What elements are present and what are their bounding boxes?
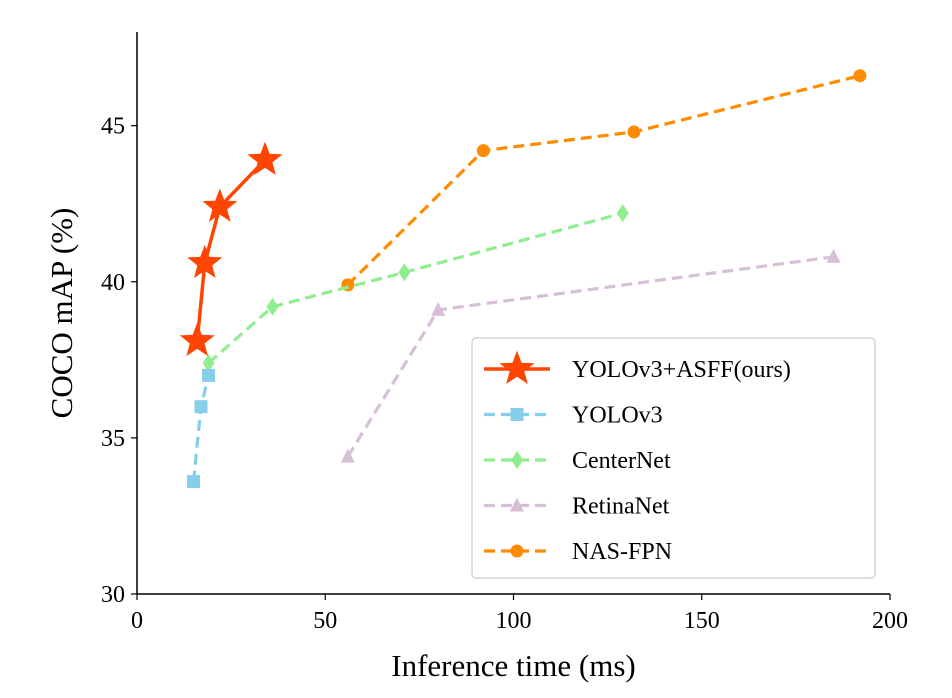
series-nas-fpn	[341, 69, 867, 292]
legend-item: YOLOv3+ASFF(ours)	[484, 350, 791, 384]
series-yolov3	[186, 368, 216, 489]
data-point	[247, 141, 283, 175]
series-yolov3-asff-ours	[179, 141, 283, 357]
series-line	[207, 211, 624, 365]
data-point	[202, 353, 215, 372]
legend-item: YOLOv3	[484, 403, 663, 429]
data-point	[194, 400, 208, 414]
legend-label: CenterNet	[572, 448, 671, 474]
legend-label: NAS-FPN	[572, 539, 672, 565]
legend-box	[471, 337, 876, 579]
data-point	[202, 188, 238, 222]
x-tick-label: 0	[131, 608, 143, 634]
series-centernet	[202, 204, 629, 372]
data-point	[826, 248, 841, 263]
data-point	[431, 301, 446, 316]
data-point	[179, 322, 215, 357]
legend-label: YOLOv3	[572, 403, 663, 429]
data-point	[616, 204, 629, 223]
data-point	[476, 144, 490, 158]
legend: YOLOv3+ASFF(ours) YOLOv3 CenterNet RetinaNe…	[471, 337, 876, 579]
legend-label: RetinaNet	[572, 494, 670, 520]
legend-marker	[511, 451, 523, 469]
x-tick-label: 150	[684, 608, 720, 634]
legend-marker	[510, 497, 524, 512]
series-line	[195, 158, 267, 342]
data-point	[186, 475, 200, 489]
data-point	[398, 263, 411, 282]
legend-marker	[510, 408, 524, 421]
legend-item: CenterNet	[484, 448, 671, 474]
series-line	[346, 74, 861, 287]
legend-item: NAS-FPN	[484, 539, 672, 565]
y-tick-label: 35	[101, 426, 125, 452]
data-point	[627, 125, 641, 139]
x-ticks: 0 50 100 150 200	[131, 594, 908, 634]
y-axis-title: COCO mAP (%)	[44, 208, 79, 419]
data-point	[340, 448, 355, 463]
y-ticks: 30 35 40 45	[101, 114, 137, 608]
data-point	[853, 69, 867, 83]
y-tick-label: 40	[101, 270, 125, 296]
data-point	[266, 297, 279, 316]
data-point	[202, 368, 216, 382]
series-layer	[179, 69, 867, 489]
series-retinanet	[340, 248, 841, 463]
x-tick-label: 100	[496, 608, 532, 634]
y-tick-label: 45	[101, 114, 125, 140]
legend-marker	[499, 350, 535, 384]
x-axis-title: Inference time (ms)	[391, 648, 635, 683]
series-line	[191, 375, 211, 482]
data-point	[187, 244, 223, 278]
y-tick-label: 30	[101, 582, 125, 608]
legend-item: RetinaNet	[484, 494, 670, 520]
legend-marker	[510, 544, 524, 558]
x-tick-label: 200	[872, 608, 908, 634]
legend-label: YOLOv3+ASFF(ours)	[572, 357, 791, 383]
x-tick-label: 50	[313, 608, 337, 634]
